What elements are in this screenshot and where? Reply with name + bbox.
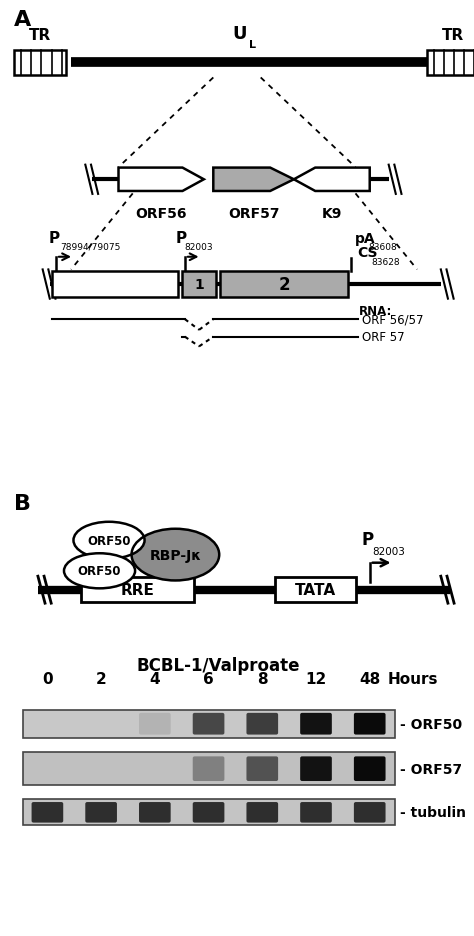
FancyBboxPatch shape xyxy=(139,802,171,823)
FancyBboxPatch shape xyxy=(85,802,117,823)
Text: ORF50: ORF50 xyxy=(78,564,121,578)
Text: BCBL-1/Valproate: BCBL-1/Valproate xyxy=(137,656,300,675)
Text: 48: 48 xyxy=(359,672,380,687)
Text: 6: 6 xyxy=(203,672,214,687)
Text: P: P xyxy=(175,230,186,245)
Text: ORF56: ORF56 xyxy=(136,207,187,221)
Text: 8: 8 xyxy=(257,672,268,687)
FancyBboxPatch shape xyxy=(300,802,332,823)
Text: P: P xyxy=(361,531,374,548)
FancyBboxPatch shape xyxy=(23,799,394,826)
Text: CS: CS xyxy=(357,246,377,260)
Text: - tubulin: - tubulin xyxy=(400,806,465,819)
Text: 82003: 82003 xyxy=(373,547,405,556)
FancyBboxPatch shape xyxy=(354,802,385,823)
FancyBboxPatch shape xyxy=(300,756,332,782)
FancyArrow shape xyxy=(213,168,294,192)
Ellipse shape xyxy=(132,529,219,581)
Ellipse shape xyxy=(132,529,219,581)
Bar xyxy=(81,578,194,603)
Text: TR: TR xyxy=(29,28,51,43)
FancyBboxPatch shape xyxy=(193,756,224,782)
Text: 78994/79075: 78994/79075 xyxy=(60,242,120,252)
Bar xyxy=(427,51,474,76)
FancyBboxPatch shape xyxy=(32,802,63,823)
Text: 0: 0 xyxy=(42,672,53,687)
Ellipse shape xyxy=(132,529,219,581)
FancyBboxPatch shape xyxy=(354,756,385,782)
FancyArrow shape xyxy=(294,168,370,192)
Text: TR: TR xyxy=(442,28,464,43)
FancyBboxPatch shape xyxy=(193,713,224,735)
FancyBboxPatch shape xyxy=(139,713,171,735)
Text: 1: 1 xyxy=(194,278,204,292)
Text: 82003: 82003 xyxy=(185,242,213,252)
Text: Hours: Hours xyxy=(387,672,438,687)
Text: 83628: 83628 xyxy=(371,257,400,266)
Text: K9: K9 xyxy=(322,207,342,221)
Text: U: U xyxy=(232,25,246,43)
FancyBboxPatch shape xyxy=(300,713,332,735)
FancyArrow shape xyxy=(118,168,204,192)
Ellipse shape xyxy=(132,529,219,581)
Text: 12: 12 xyxy=(305,672,327,687)
Ellipse shape xyxy=(73,522,145,559)
FancyBboxPatch shape xyxy=(23,753,394,785)
Text: L: L xyxy=(249,39,256,50)
Text: 4: 4 xyxy=(149,672,160,687)
Text: TATA: TATA xyxy=(295,582,336,597)
Text: RBP-Jκ: RBP-Jκ xyxy=(149,548,201,562)
Bar xyxy=(182,272,216,298)
Ellipse shape xyxy=(132,529,219,581)
Text: pA: pA xyxy=(355,231,375,245)
Text: P: P xyxy=(49,230,60,245)
Text: - ORF50: - ORF50 xyxy=(400,717,462,731)
FancyBboxPatch shape xyxy=(354,713,385,735)
FancyBboxPatch shape xyxy=(193,802,224,823)
FancyBboxPatch shape xyxy=(246,802,278,823)
Text: RNA:: RNA: xyxy=(359,304,392,317)
FancyBboxPatch shape xyxy=(23,710,394,738)
Bar xyxy=(220,272,348,298)
Text: 83608: 83608 xyxy=(369,242,398,252)
Text: - ORF57: - ORF57 xyxy=(400,762,462,776)
Text: ORF57: ORF57 xyxy=(228,207,279,221)
Text: ORF 57: ORF 57 xyxy=(362,330,404,344)
FancyBboxPatch shape xyxy=(246,756,278,782)
Text: A: A xyxy=(14,9,31,30)
Bar xyxy=(14,51,66,76)
Ellipse shape xyxy=(132,529,219,581)
Ellipse shape xyxy=(132,529,219,581)
Text: 2: 2 xyxy=(279,276,290,294)
Bar xyxy=(275,578,356,603)
Ellipse shape xyxy=(132,529,219,581)
Text: ORF 56/57: ORF 56/57 xyxy=(362,314,423,327)
Text: B: B xyxy=(14,493,31,514)
FancyBboxPatch shape xyxy=(246,713,278,735)
Ellipse shape xyxy=(64,554,135,589)
Text: 2: 2 xyxy=(96,672,107,687)
Text: ORF50: ORF50 xyxy=(87,534,131,548)
Bar xyxy=(52,272,178,298)
Text: RRE: RRE xyxy=(120,582,155,597)
